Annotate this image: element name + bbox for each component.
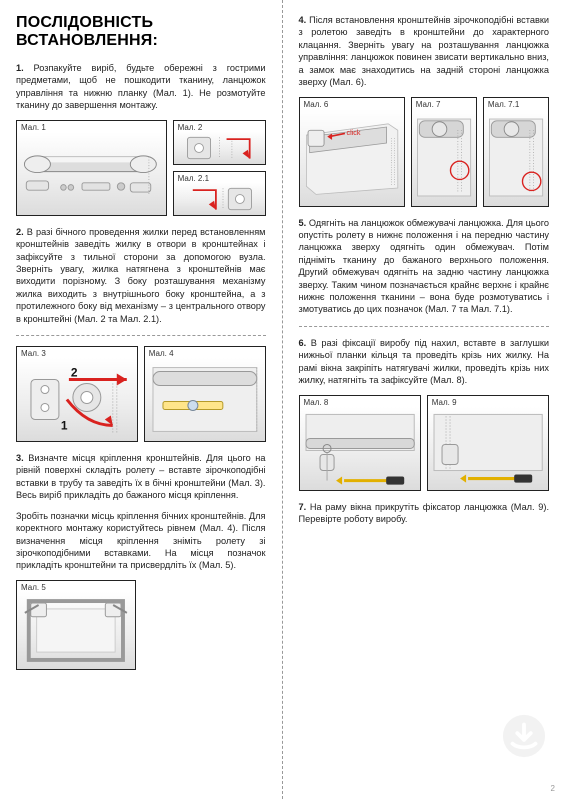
figure-9: Мал. 9 — [427, 395, 549, 491]
figure-row-8-9: Мал. 8 Мал. 9 — [299, 395, 550, 491]
step-7: 7. На раму вікна прикрутіть фіксатор лан… — [299, 501, 550, 526]
figure-3: Мал. 3 2 1 — [16, 346, 138, 442]
figure-5-art — [17, 592, 135, 669]
figure-2-caption: Мал. 2 — [174, 121, 265, 132]
step-2-text: В разі бічного проведення жилки перед вс… — [16, 227, 266, 324]
step-5-num: 5. — [299, 218, 307, 228]
figure-2-1: Мал. 2.1 — [173, 171, 266, 216]
figure-3-caption: Мал. 3 — [17, 347, 137, 358]
figure-row-3-4: Мал. 3 2 1 — [16, 346, 266, 442]
step-3a-text: Визначте місця кріплення кронштейнів. Дл… — [16, 453, 266, 500]
step-3b: Зробіть позначки місць кріплення бічних … — [16, 510, 266, 572]
right-column: 4. Після встановлення кронштейнів зірочк… — [283, 0, 565, 799]
step-3-num: 3. — [16, 453, 24, 463]
step-1: 1. Розпакуйте виріб, будьте обережні з г… — [16, 62, 266, 112]
left-separator — [16, 335, 266, 336]
left-column: ПОСЛІДОВНІСТЬ ВСТАНОВЛЕННЯ: 1. Розпакуйт… — [0, 0, 283, 799]
figure-row-5: Мал. 5 — [16, 580, 266, 670]
figure-8-art — [300, 407, 420, 490]
figure-8: Мал. 8 — [299, 395, 421, 491]
step-1-num: 1. — [16, 63, 24, 73]
figure-2: Мал. 2 — [173, 120, 266, 165]
figure-2-1-art — [174, 183, 265, 215]
figure-5-caption: Мал. 5 — [17, 581, 135, 592]
step-5-text: Одягніть на ланцюжок обмежувачі ланцюжка… — [299, 218, 550, 315]
figure-7-1: Мал. 7.1 — [483, 97, 549, 207]
figure-7-1-caption: Мал. 7.1 — [484, 98, 548, 109]
step-6: 6. В разі фіксації виробу під нахил, вст… — [299, 337, 550, 387]
figure-1-caption: Мал. 1 — [17, 121, 166, 132]
figure-3-art: 2 1 — [17, 358, 137, 441]
figure-6: Мал. 6 click — [299, 97, 405, 207]
figure-9-caption: Мал. 9 — [428, 396, 548, 407]
step-7-text: На раму вікна прикрутіть фіксатор ланцюж… — [299, 502, 550, 524]
figure-1: Мал. 1 — [16, 120, 167, 216]
click-label: click — [346, 128, 360, 137]
figure-9-art — [428, 407, 548, 490]
figure-8-caption: Мал. 8 — [300, 396, 420, 407]
svg-text:2: 2 — [71, 366, 78, 380]
figure-4: Мал. 4 — [144, 346, 266, 442]
step-3b-text: Зробіть позначки місць кріплення бічних … — [16, 511, 266, 571]
page-title: ПОСЛІДОВНІСТЬ ВСТАНОВЛЕННЯ: — [16, 14, 266, 50]
page-number: 2 — [551, 784, 555, 793]
figure-7-art — [412, 109, 476, 206]
figure-7: Мал. 7 — [411, 97, 477, 207]
step-6-text: В разі фіксації виробу під нахил, вставт… — [299, 338, 550, 385]
figure-4-art — [145, 358, 265, 441]
figure-2-1-caption: Мал. 2.1 — [174, 172, 265, 183]
figure-row-6-7: Мал. 6 click Мал. 7 — [299, 97, 550, 207]
step-4-num: 4. — [299, 15, 307, 25]
step-3a: 3. Визначте місця кріплення кронштейнів.… — [16, 452, 266, 502]
figure-7-caption: Мал. 7 — [412, 98, 476, 109]
step-1-text: Розпакуйте виріб, будьте обережні з гост… — [16, 63, 266, 110]
figure-2-art — [174, 132, 265, 164]
figure-row-1-2: Мал. 1 — [16, 120, 266, 216]
figure-4-caption: Мал. 4 — [145, 347, 265, 358]
step-7-num: 7. — [299, 502, 307, 512]
svg-text:1: 1 — [61, 419, 68, 433]
step-5: 5. Одягніть на ланцюжок обмежувачі ланцю… — [299, 217, 550, 316]
figure-7-1-art — [484, 109, 548, 206]
figure-6-art: click — [300, 109, 404, 206]
step-2: 2. В разі бічного проведення жилки перед… — [16, 226, 266, 325]
figure-5: Мал. 5 — [16, 580, 136, 670]
figure-6-caption: Мал. 6 — [300, 98, 404, 109]
step-2-num: 2. — [16, 227, 24, 237]
figure-1-art — [17, 132, 166, 215]
watermark-icon — [501, 713, 547, 759]
right-separator — [299, 326, 550, 327]
step-4-text: Після встановлення кронштейнів зірочкопо… — [299, 15, 550, 87]
step-4: 4. Після встановлення кронштейнів зірочк… — [299, 14, 550, 89]
step-6-num: 6. — [299, 338, 307, 348]
